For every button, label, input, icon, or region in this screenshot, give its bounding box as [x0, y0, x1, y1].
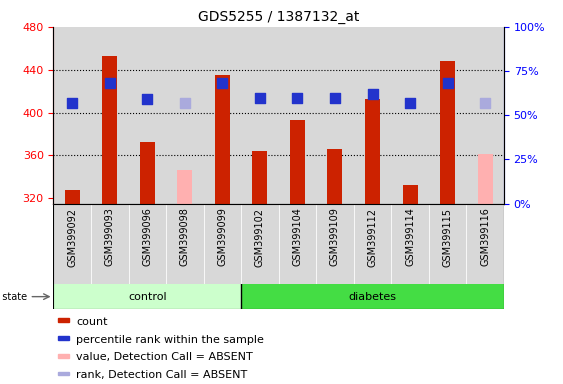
Bar	[128, 204, 166, 284]
Text: GSM399115: GSM399115	[443, 208, 453, 266]
Bar	[241, 204, 279, 284]
Point	[368, 91, 377, 97]
Bar	[177, 170, 193, 204]
Bar	[53, 284, 241, 309]
Point	[481, 100, 490, 106]
Text: GSM399116: GSM399116	[480, 208, 490, 266]
Text: GSM399114: GSM399114	[405, 208, 415, 266]
Text: control: control	[128, 291, 167, 302]
Bar	[58, 354, 69, 358]
Bar	[58, 372, 69, 376]
Bar	[391, 204, 429, 284]
Point	[256, 94, 265, 101]
Text: disease state: disease state	[0, 291, 27, 302]
Bar	[65, 190, 80, 204]
Bar	[440, 61, 455, 204]
Text: GSM399099: GSM399099	[217, 208, 227, 266]
Bar	[241, 284, 504, 309]
Bar	[91, 204, 128, 284]
Bar	[140, 142, 155, 204]
Text: GSM399102: GSM399102	[255, 208, 265, 266]
Text: GSM399096: GSM399096	[142, 208, 153, 266]
Text: rank, Detection Call = ABSENT: rank, Detection Call = ABSENT	[76, 370, 247, 380]
Text: GSM399098: GSM399098	[180, 208, 190, 266]
Bar	[53, 204, 91, 284]
Bar	[365, 99, 380, 204]
Bar	[477, 154, 493, 204]
Point	[143, 96, 152, 103]
Bar	[466, 204, 504, 284]
Text: GSM399112: GSM399112	[368, 208, 378, 266]
Bar	[316, 204, 354, 284]
Point	[330, 94, 339, 101]
Text: GSM399093: GSM399093	[105, 208, 115, 266]
Bar	[290, 120, 305, 204]
Bar	[279, 204, 316, 284]
Bar	[252, 151, 267, 204]
Bar	[166, 204, 204, 284]
Bar	[215, 75, 230, 204]
Bar	[204, 204, 241, 284]
Point	[180, 100, 189, 106]
Bar	[354, 204, 391, 284]
Title: GDS5255 / 1387132_at: GDS5255 / 1387132_at	[198, 10, 359, 25]
Bar	[403, 185, 418, 204]
Bar	[58, 336, 69, 340]
Text: GSM399104: GSM399104	[292, 208, 302, 266]
Point	[68, 100, 77, 106]
Text: value, Detection Call = ABSENT: value, Detection Call = ABSENT	[76, 353, 253, 362]
Bar	[328, 149, 342, 204]
Bar	[429, 204, 466, 284]
Bar	[58, 318, 69, 322]
Text: percentile rank within the sample: percentile rank within the sample	[76, 334, 264, 344]
Point	[293, 94, 302, 101]
Bar	[102, 56, 117, 204]
Text: diabetes: diabetes	[348, 291, 396, 302]
Point	[218, 80, 227, 86]
Point	[443, 80, 452, 86]
Point	[105, 80, 114, 86]
Text: count: count	[76, 317, 108, 327]
Point	[405, 100, 414, 106]
Text: GSM399109: GSM399109	[330, 208, 340, 266]
Text: GSM399092: GSM399092	[67, 208, 77, 266]
